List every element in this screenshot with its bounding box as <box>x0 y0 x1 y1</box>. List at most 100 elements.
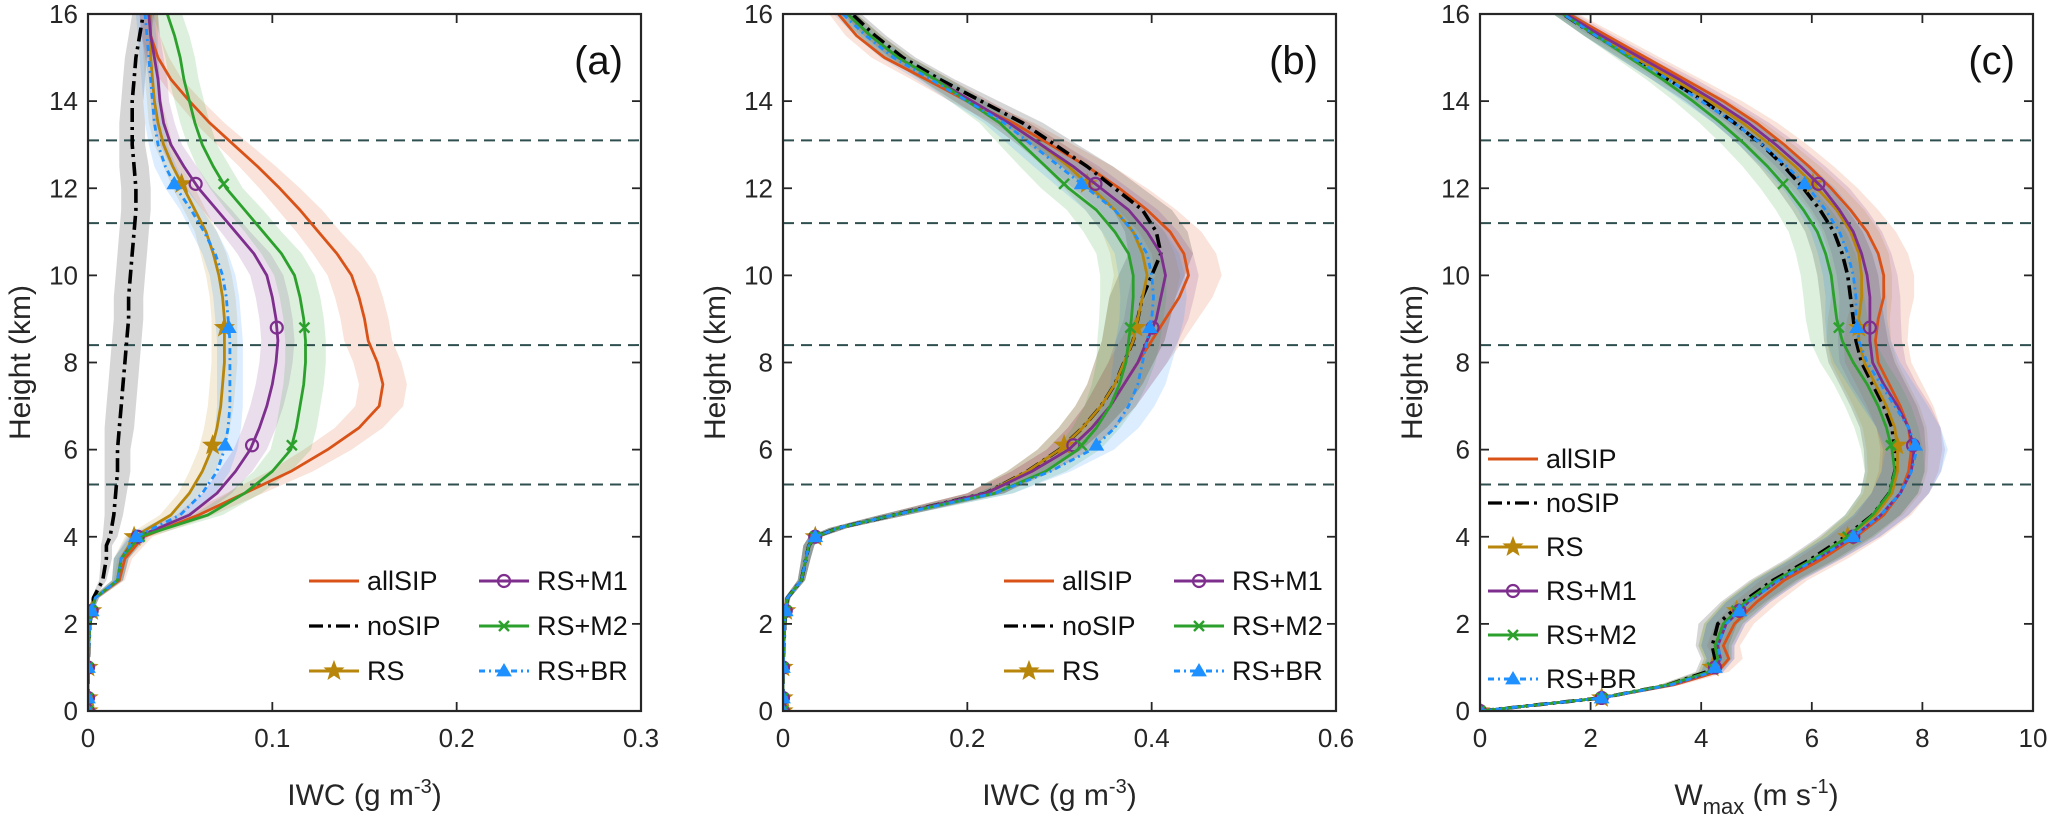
x-tick-label: 2 <box>1583 723 1597 753</box>
legend-marker <box>1502 535 1524 557</box>
x-tick-label: 0 <box>1473 723 1487 753</box>
x-tick-label: 0.4 <box>1134 723 1170 753</box>
marker-rs-br <box>1088 437 1105 451</box>
legend-entry-rs-m2: RS+M2 <box>1174 611 1323 641</box>
legend-entry-rs-br: RS+BR <box>1488 664 1637 694</box>
y-tick-label: 10 <box>744 260 773 290</box>
band-rs-m2 <box>783 14 1167 711</box>
marker-rs-m1 <box>88 660 96 675</box>
panel-label: (a) <box>574 39 623 83</box>
marker-stroke <box>298 321 311 334</box>
axes-frame <box>781 12 1338 713</box>
y-tick-label: 8 <box>1456 348 1470 378</box>
y-axis-label: Height (km) <box>1396 285 1429 440</box>
legend-marker <box>1505 583 1521 599</box>
y-tick-label: 6 <box>64 435 78 465</box>
marker-rs-m1 <box>244 438 260 453</box>
marker-rs-m1 <box>1862 320 1877 335</box>
marker-rs-m2 <box>1833 321 1845 334</box>
x-axis-label: Wmax (m s-1) <box>1674 776 1838 819</box>
y-tick-label: 4 <box>1456 522 1470 552</box>
marker-stroke <box>1058 178 1070 190</box>
legend-marker <box>498 620 510 632</box>
marker-rs-br <box>1849 319 1866 334</box>
panel-label: (c) <box>1968 39 2015 83</box>
y-tick-label: 16 <box>744 0 773 29</box>
y-axis-label: Height (km) <box>4 285 37 440</box>
legend-label: RS <box>1062 656 1100 686</box>
legend-marker <box>1018 659 1040 681</box>
x-axis-label: IWC (g m-3) <box>287 776 441 812</box>
band-rs-br <box>88 14 243 711</box>
y-tick-label: 0 <box>64 696 78 726</box>
marker-rs-br <box>1796 175 1813 190</box>
marker-stroke <box>286 439 298 452</box>
x-tick-label: 0 <box>81 723 95 753</box>
marker-rs-br <box>1593 689 1610 704</box>
y-tick-label: 4 <box>759 522 773 552</box>
marker-rs-m2 <box>1480 705 1486 711</box>
y-tick-label: 4 <box>64 522 78 552</box>
legend-label: allSIP <box>1062 566 1133 596</box>
legend-entry-rs: RS <box>309 656 405 686</box>
marker-stroke <box>783 661 789 670</box>
legend-marker <box>1191 663 1207 677</box>
marker-stroke <box>1885 439 1897 452</box>
marker-stroke <box>783 705 789 711</box>
y-tick-label: 0 <box>759 696 773 726</box>
marker-stroke <box>1833 321 1845 334</box>
legend-entry-allsip: allSIP <box>1488 444 1617 474</box>
marker-rs-m1 <box>1811 176 1826 191</box>
marker-rs-m2 <box>1058 178 1070 190</box>
y-tick-label: 6 <box>759 435 773 465</box>
marker-rs-m2 <box>1777 178 1789 190</box>
x-tick-label: 0 <box>776 723 790 753</box>
x-axis-label-mid: (m s <box>1744 779 1811 812</box>
y-tick-label: 12 <box>744 173 773 203</box>
series-line-rs-m2 <box>1480 14 1897 711</box>
plot-area <box>88 14 641 711</box>
y-tick-label: 16 <box>1441 0 1470 29</box>
legend-label: allSIP <box>367 566 438 596</box>
legend-marker <box>496 663 512 677</box>
legend-entry-rs: RS <box>1004 656 1100 686</box>
series-line-rs-m2 <box>783 14 1135 711</box>
marker-rs-m2 <box>1885 439 1897 452</box>
x-axis-label-main: W <box>1674 779 1703 812</box>
marker-rs-br <box>783 602 794 617</box>
marker-stroke <box>1777 178 1789 190</box>
y-tick-label: 2 <box>1456 609 1470 639</box>
marker-rs-br <box>1907 437 1924 451</box>
y-tick-label: 12 <box>1441 173 1470 203</box>
marker-rs-m2 <box>217 178 230 190</box>
plot-area <box>783 14 1336 711</box>
legend-label: RS+M2 <box>1232 611 1323 641</box>
x-axis-label-tail: ) <box>432 779 442 812</box>
x-tick-label: 0.2 <box>439 723 475 753</box>
x-tick-label: 8 <box>1915 723 1929 753</box>
legend-label: RS+M2 <box>537 611 628 641</box>
legend-marker <box>323 659 345 681</box>
marker-rs-br <box>217 437 234 451</box>
y-tick-label: 6 <box>1456 435 1470 465</box>
legend-entry-rs: RS <box>1488 532 1584 562</box>
x-axis-label-sup: -1 <box>1811 776 1829 798</box>
series-line-rs-m1 <box>1480 14 1916 711</box>
marker-rs-m1 <box>783 660 791 675</box>
series-line-allsip <box>1480 14 1913 711</box>
marker-rs-m2 <box>1075 439 1088 452</box>
y-tick-label: 8 <box>64 348 78 378</box>
legend: allSIP noSIP RS RS+M1 RS+M2 RS+BR <box>1004 566 1323 686</box>
panel-a: 0 0.1 0.2 0.3 0 2 4 6 8 10 12 14 16 Height (km) IWC (g… <box>4 0 659 812</box>
marker-rs-br <box>166 175 183 190</box>
legend-entry-rs-m1: RS+M1 <box>1174 566 1323 596</box>
y-tick-label: 10 <box>1441 260 1470 290</box>
legend-entry-rs-m2: RS+M2 <box>479 611 628 641</box>
series-line-rs-br <box>1480 14 1919 711</box>
y-tick-label: 14 <box>1441 86 1470 116</box>
marker-rs-br <box>88 689 96 704</box>
marker-stroke <box>1507 629 1519 641</box>
x-tick-label: 0.6 <box>1318 723 1354 753</box>
marker-stroke <box>1124 321 1137 334</box>
